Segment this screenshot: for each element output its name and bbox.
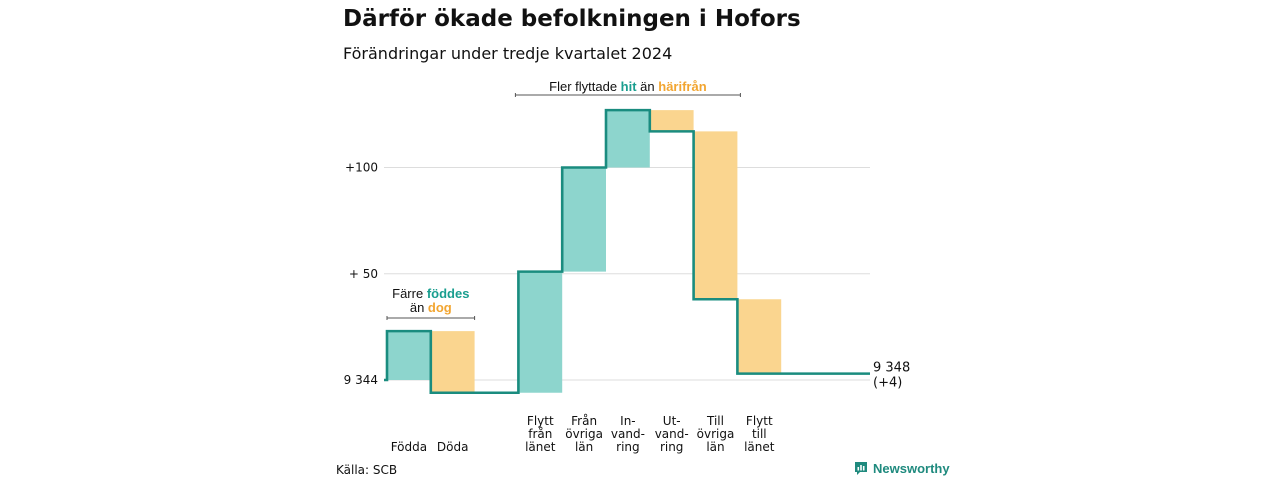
category-label: Flytt från länet (525, 414, 556, 454)
category-label: Ut-vand-ring (655, 414, 689, 454)
cumulative-step-line (384, 108, 870, 395)
line-layer (384, 108, 870, 395)
bar-decrease (693, 131, 738, 300)
y-tick-label: + 50 (349, 267, 378, 281)
bar-increase (387, 331, 431, 380)
newsworthy-icon (855, 462, 867, 475)
end-change-label: (+4) (873, 376, 902, 391)
brand-logo[interactable]: Newsworthy (854, 461, 950, 476)
chart-subtitle: Förändringar under tredje kvartalet 2024 (343, 44, 673, 63)
bar-decrease (737, 299, 782, 374)
bar-increase (606, 110, 650, 168)
bar-decrease (430, 331, 475, 393)
brand-name: Newsworthy (873, 461, 950, 476)
bar-layer (387, 110, 782, 393)
bar-decrease (649, 110, 694, 132)
moves-annotation: Fler flyttade hit än härifrån (549, 79, 707, 94)
category-label: Flytt till länet (744, 414, 775, 454)
bar-increase (518, 271, 563, 393)
bar-increase (562, 167, 606, 272)
births-annotation-line2: än dog (410, 300, 452, 315)
end-value-label: 9 348 (873, 361, 910, 376)
category-label: In-vand-ring (611, 414, 645, 454)
y-tick-label: +100 (345, 161, 378, 175)
category-label: Från övriga län (565, 414, 603, 454)
y-tick-label: 9 344 (344, 373, 378, 387)
source-note: Källa: SCB (336, 463, 398, 477)
category-label: Födda (391, 440, 427, 454)
chart-title: Därför ökade befolkningen i Hofors (343, 6, 801, 32)
category-label: Döda (437, 440, 469, 454)
label-layer: 9 344 + 50 +100 Födda Döda Flytt från länet Från… (344, 161, 911, 455)
category-label: Till övriga län (697, 414, 735, 454)
births-annotation-line1: Färre föddes (392, 286, 469, 301)
